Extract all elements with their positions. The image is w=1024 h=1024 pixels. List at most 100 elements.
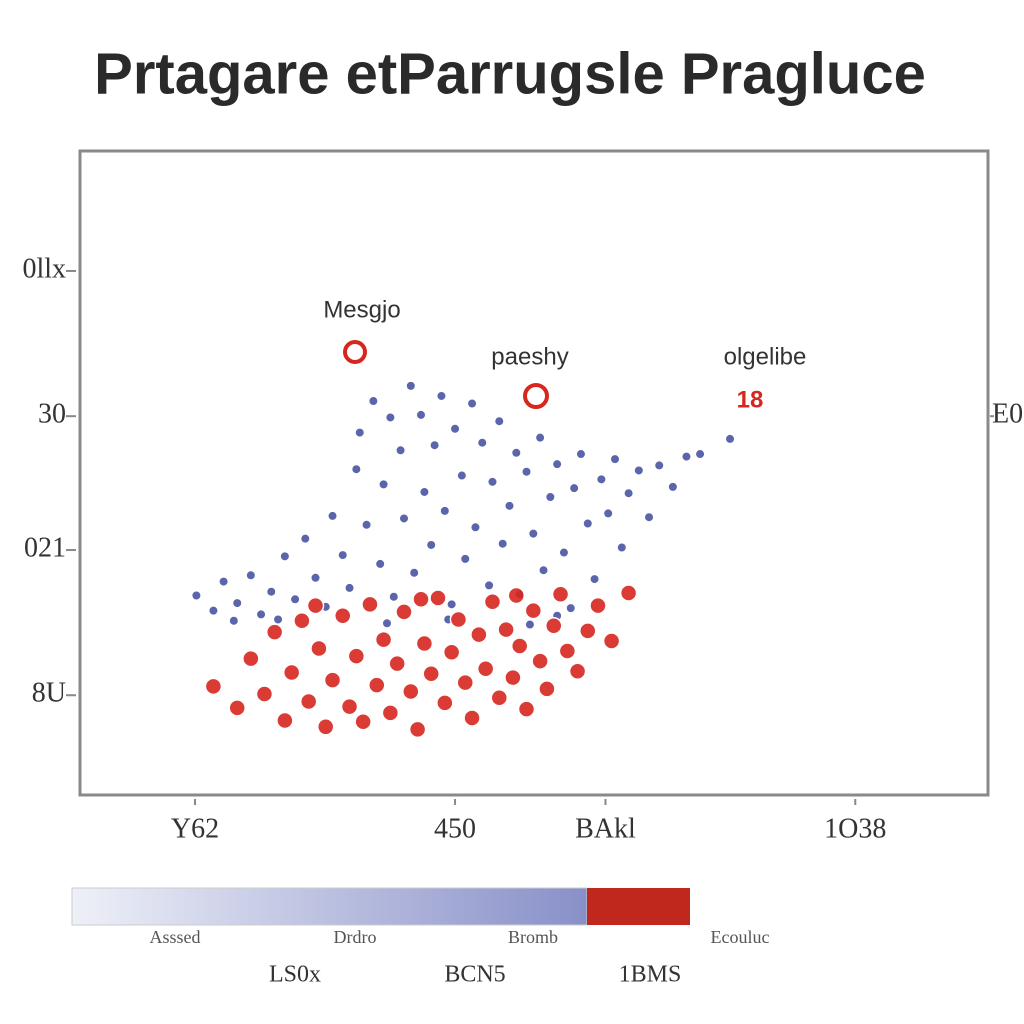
point bbox=[245, 570, 256, 581]
point bbox=[381, 618, 392, 629]
point bbox=[446, 599, 457, 610]
point bbox=[378, 479, 389, 490]
point bbox=[256, 609, 267, 620]
annotation-marker bbox=[343, 340, 367, 364]
point bbox=[490, 689, 509, 707]
point bbox=[609, 454, 620, 465]
point bbox=[218, 576, 229, 587]
point bbox=[551, 585, 570, 603]
point bbox=[388, 654, 406, 673]
chart-title: Prtagare etParrugsle Pragluce bbox=[94, 41, 926, 106]
point bbox=[558, 642, 577, 660]
point bbox=[265, 623, 284, 641]
point bbox=[436, 694, 454, 712]
point bbox=[623, 488, 634, 499]
point bbox=[633, 465, 644, 476]
point bbox=[575, 449, 586, 460]
point bbox=[333, 606, 352, 625]
plot-area bbox=[191, 380, 736, 739]
point bbox=[521, 466, 532, 477]
point bbox=[422, 665, 440, 683]
point bbox=[579, 622, 597, 640]
point bbox=[487, 476, 498, 487]
point bbox=[266, 586, 277, 597]
point bbox=[517, 700, 536, 718]
point bbox=[398, 513, 409, 524]
point bbox=[504, 500, 515, 511]
point bbox=[463, 709, 481, 727]
x-tick-label: Y62 bbox=[171, 813, 219, 844]
point bbox=[470, 625, 488, 644]
colorbar-label: Asssed bbox=[149, 927, 200, 947]
point bbox=[644, 512, 655, 523]
point bbox=[368, 396, 379, 407]
point bbox=[528, 528, 539, 539]
x-tick-label: 1O38 bbox=[824, 813, 886, 844]
point bbox=[470, 522, 481, 533]
point bbox=[405, 380, 416, 391]
point bbox=[408, 720, 427, 739]
point bbox=[344, 582, 355, 593]
point bbox=[282, 663, 301, 682]
point bbox=[299, 692, 318, 711]
point bbox=[402, 682, 420, 701]
point bbox=[208, 605, 219, 616]
point bbox=[395, 603, 413, 621]
point bbox=[507, 586, 526, 605]
point bbox=[409, 567, 420, 578]
point bbox=[456, 470, 467, 481]
point bbox=[568, 662, 587, 681]
colorbar-segment bbox=[587, 888, 690, 925]
point bbox=[354, 427, 365, 438]
point bbox=[316, 718, 335, 736]
colorbar: Asssed Drdro Bromb Ecouluc LS0x BCN5 1BMS bbox=[71, 887, 769, 988]
point bbox=[375, 558, 386, 569]
annotation-marker bbox=[523, 383, 549, 409]
point bbox=[511, 447, 522, 458]
point bbox=[191, 590, 202, 601]
point bbox=[667, 481, 678, 492]
point bbox=[603, 508, 614, 519]
point bbox=[381, 704, 400, 722]
annotation: 18 bbox=[737, 386, 764, 413]
point bbox=[415, 634, 434, 653]
point bbox=[232, 598, 243, 609]
point bbox=[361, 519, 372, 530]
point bbox=[477, 437, 488, 448]
point bbox=[510, 637, 529, 655]
point bbox=[436, 390, 447, 401]
point bbox=[419, 486, 430, 497]
colorbar-gradient bbox=[71, 887, 588, 926]
point bbox=[681, 451, 692, 462]
point bbox=[361, 595, 379, 614]
point bbox=[204, 677, 223, 696]
point bbox=[545, 491, 556, 502]
point bbox=[395, 445, 406, 456]
x-tick-label: BAkl bbox=[575, 813, 636, 844]
point bbox=[582, 518, 593, 529]
y2-tick-label: E0 bbox=[992, 399, 1023, 430]
y-tick-label: 30 bbox=[38, 399, 66, 430]
point bbox=[565, 603, 576, 614]
colorbar-sublabel: BCN5 bbox=[444, 962, 505, 988]
point bbox=[460, 553, 471, 564]
point bbox=[544, 617, 563, 635]
point bbox=[255, 685, 274, 703]
point bbox=[484, 580, 495, 591]
x-tick-label: 450 bbox=[434, 813, 476, 844]
point bbox=[290, 594, 301, 605]
point bbox=[306, 596, 325, 615]
point bbox=[524, 601, 543, 620]
point bbox=[385, 412, 396, 423]
point bbox=[695, 449, 706, 460]
point bbox=[497, 538, 508, 549]
colorbar-sublabel: 1BMS bbox=[619, 962, 682, 988]
point bbox=[569, 483, 580, 494]
point bbox=[725, 433, 736, 444]
point bbox=[337, 550, 348, 561]
point bbox=[439, 505, 450, 516]
point bbox=[558, 547, 569, 558]
y-tick-label: 021 bbox=[24, 532, 66, 563]
point bbox=[228, 699, 246, 717]
